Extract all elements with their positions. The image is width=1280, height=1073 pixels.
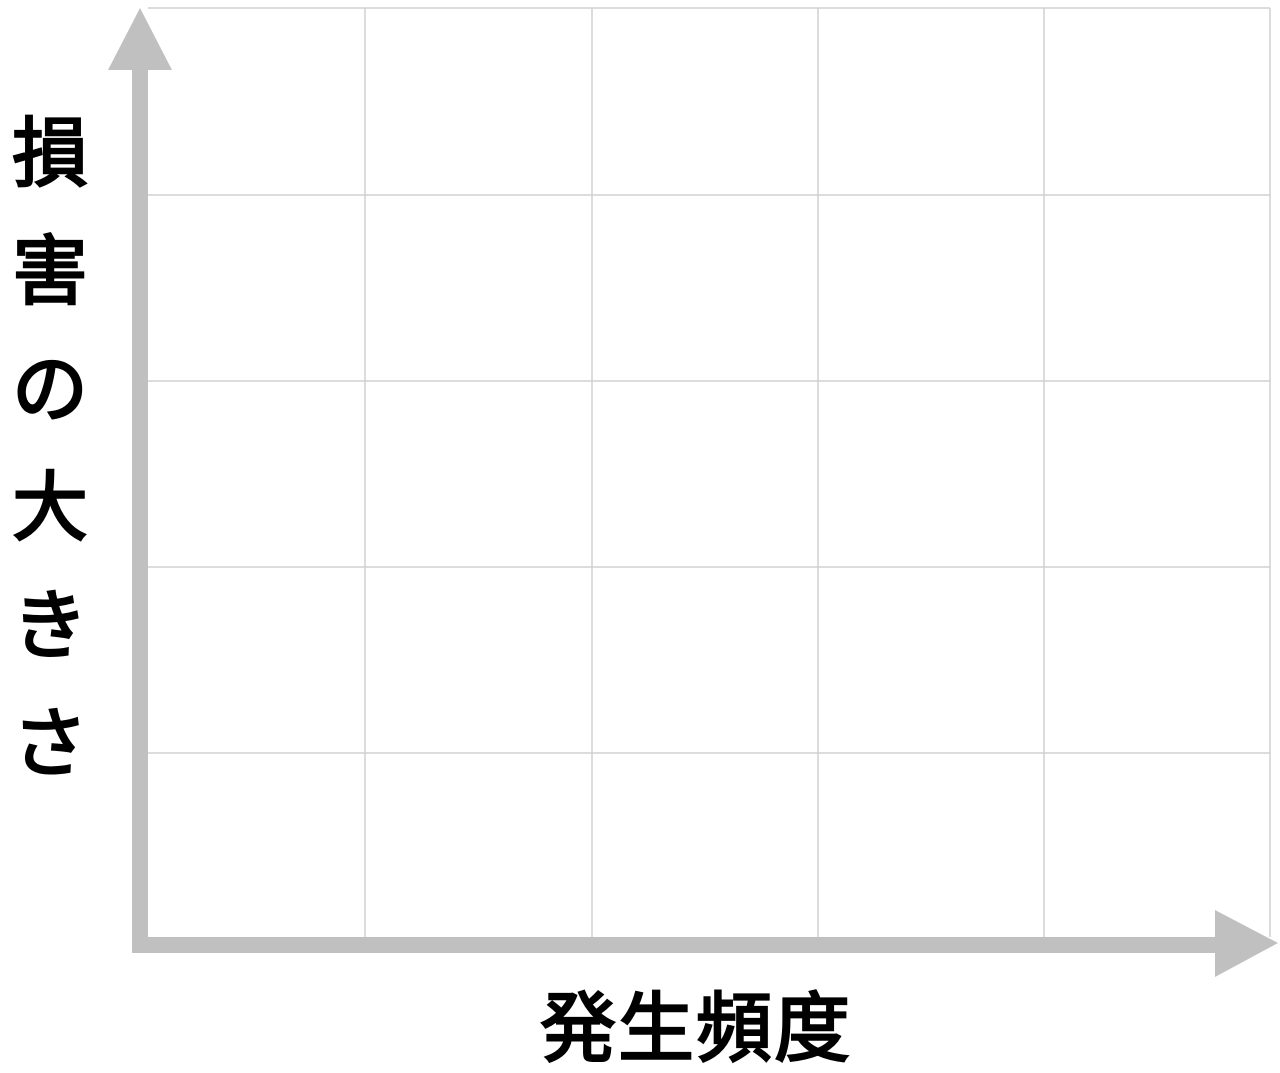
- y-axis-label-char: の: [12, 345, 88, 434]
- axes: [108, 8, 1278, 977]
- y-axis-label-char: さ: [12, 699, 88, 788]
- y-axis-label-char: 害: [12, 227, 88, 316]
- y-axis-label-char: 大: [12, 463, 88, 552]
- y-axis-arrowhead: [108, 8, 172, 70]
- y-axis-label-char: 損: [12, 109, 88, 198]
- x-axis-label: 発生頻度: [540, 984, 852, 1073]
- y-axis-label-char: き: [12, 581, 88, 670]
- x-axis-arrowhead: [1215, 910, 1278, 977]
- grid-lines: [148, 7, 1271, 937]
- y-axis-label: 損 害 の 大 き さ: [0, 110, 100, 788]
